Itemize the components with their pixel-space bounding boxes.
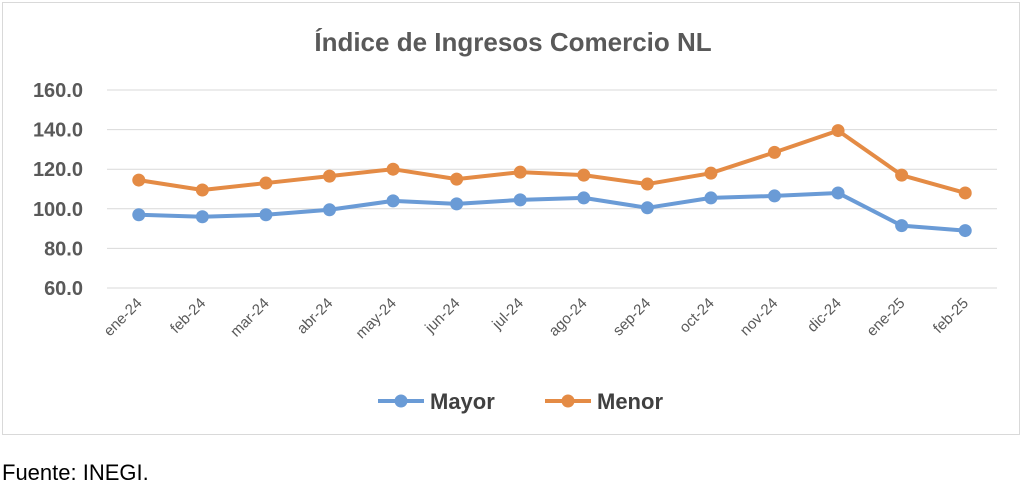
- data-point-menor: [577, 168, 591, 182]
- y-tick-label: 100.0: [33, 199, 83, 221]
- x-tick-label: may-24: [353, 295, 400, 342]
- data-point-menor: [831, 124, 845, 138]
- data-point-menor: [450, 172, 464, 186]
- x-tick-label: jun-24: [421, 295, 463, 337]
- x-tick-label: feb-24: [167, 295, 209, 337]
- x-tick-label: abr-24: [294, 295, 337, 338]
- x-tick-label: mar-24: [227, 295, 273, 341]
- data-point-menor: [386, 162, 400, 176]
- data-point-mayor: [513, 193, 527, 207]
- series-line-mayor: [138, 190, 966, 233]
- legend-label-mayor: Mayor: [430, 389, 495, 414]
- data-point-mayor: [132, 208, 146, 222]
- data-point-menor: [195, 183, 209, 197]
- data-point-menor: [895, 168, 909, 182]
- data-point-mayor: [704, 191, 718, 205]
- x-tick-label: dic-24: [804, 295, 845, 336]
- legend-label-menor: Menor: [597, 389, 663, 414]
- chart-frame: Índice de Ingresos Comercio NL 60.0 80.0 1…: [2, 2, 1020, 435]
- data-point-menor: [958, 186, 972, 200]
- x-tick-label: oct-24: [676, 295, 718, 337]
- data-point-mayor: [577, 191, 591, 205]
- data-point-menor: [132, 173, 146, 187]
- data-point-menor: [640, 177, 654, 191]
- data-point-menor: [704, 166, 718, 180]
- source-note: Fuente: INEGI.: [2, 460, 149, 485]
- data-point-mayor: [259, 208, 273, 222]
- data-point-menor: [513, 165, 527, 179]
- x-tick-label: ene-24: [101, 295, 146, 340]
- y-tick-label: 60.0: [44, 278, 83, 300]
- legend-marker-menor: [561, 394, 575, 408]
- x-tick-label: ene-25: [863, 295, 908, 340]
- data-point-menor: [768, 145, 781, 159]
- data-point-mayor: [958, 224, 972, 238]
- y-tick-label: 140.0: [33, 120, 83, 142]
- data-point-mayor: [386, 194, 400, 208]
- data-point-mayor: [195, 210, 209, 224]
- x-tick-label: sep-24: [610, 295, 654, 339]
- data-point-mayor: [895, 219, 909, 233]
- legend-marker-mayor: [394, 394, 408, 408]
- data-point-mayor: [323, 203, 336, 217]
- chart-title: Índice de Ingresos Comercio NL: [314, 27, 711, 57]
- line-chart: Índice de Ingresos Comercio NL 60.0 80.0 1…: [33, 27, 997, 414]
- x-tick-label: jul-24: [488, 295, 527, 334]
- data-point-menor: [259, 176, 273, 190]
- x-tick-label: nov-24: [737, 295, 781, 339]
- data-point-mayor: [450, 197, 464, 211]
- data-point-menor: [323, 169, 336, 183]
- y-tick-label: 160.0: [33, 80, 83, 102]
- data-point-mayor: [831, 186, 845, 200]
- data-point-mayor: [768, 189, 781, 203]
- series-line-menor: [138, 128, 966, 195]
- x-tick-label: feb-25: [930, 295, 972, 337]
- y-tick-label: 80.0: [44, 238, 83, 260]
- data-point-mayor: [640, 201, 654, 215]
- y-tick-label: 120.0: [33, 159, 83, 181]
- x-tick-label: ago-24: [546, 295, 591, 340]
